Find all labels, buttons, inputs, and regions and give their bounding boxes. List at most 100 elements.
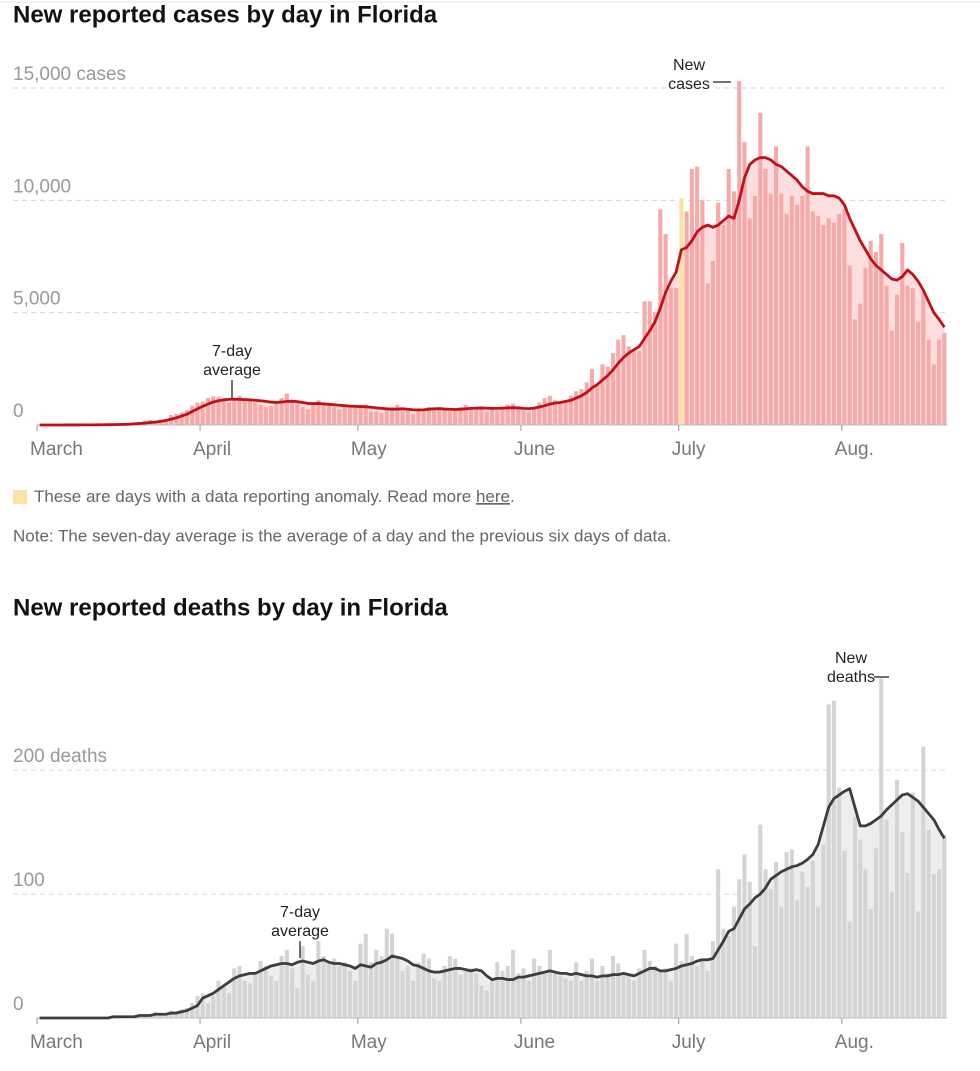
bar — [821, 844, 826, 1018]
bar — [842, 850, 847, 1018]
bar — [600, 364, 605, 425]
bar — [542, 970, 547, 1018]
bar — [526, 411, 531, 425]
bar — [710, 260, 715, 425]
bar — [737, 81, 742, 425]
bar — [574, 962, 579, 1018]
y-tick-label: 200 deaths — [13, 746, 107, 767]
bar — [453, 410, 458, 425]
bar — [489, 409, 495, 425]
bar — [326, 404, 331, 425]
y-tick-label: 5,000 — [13, 289, 61, 310]
bar — [926, 339, 931, 425]
bar — [405, 409, 410, 425]
bar — [621, 974, 626, 1018]
bar — [731, 906, 736, 1018]
bar — [616, 963, 621, 1018]
bar — [537, 965, 542, 1018]
bar — [905, 285, 910, 425]
bar — [242, 400, 247, 425]
bar — [221, 398, 226, 425]
x-tick-label: July — [672, 1032, 706, 1053]
x-tick-label: Aug. — [835, 1032, 874, 1053]
bar — [200, 993, 205, 1018]
bar — [437, 407, 442, 425]
bar — [784, 851, 789, 1018]
bar — [589, 368, 594, 425]
bar — [416, 962, 421, 1018]
bar — [263, 407, 268, 425]
bar — [884, 819, 889, 1018]
bar — [321, 402, 326, 425]
bar — [532, 958, 537, 1018]
bar — [311, 980, 316, 1018]
bar — [747, 881, 752, 1018]
bar — [253, 402, 258, 425]
bar — [205, 1003, 210, 1018]
bar — [384, 928, 389, 1018]
bar — [258, 404, 263, 425]
bar — [195, 402, 200, 425]
annotation: 7-day — [280, 904, 320, 921]
annotation: 7-day — [212, 343, 252, 360]
bar — [374, 411, 379, 425]
bar — [763, 168, 768, 426]
bar — [895, 780, 900, 1018]
bar — [805, 146, 810, 426]
bar — [258, 960, 263, 1018]
x-tick-label: March — [30, 439, 83, 460]
bar — [421, 953, 426, 1018]
anomaly-legend: These are days with a data reporting ano… — [34, 487, 515, 506]
bar — [316, 941, 321, 1018]
bar — [789, 849, 794, 1018]
bar — [284, 393, 289, 425]
bar — [489, 980, 495, 1018]
bar — [211, 396, 216, 425]
bar — [216, 980, 221, 1018]
bar — [768, 889, 773, 1018]
bar — [821, 225, 826, 425]
y-tick-label: 100 — [13, 870, 45, 891]
x-tick-label: May — [351, 439, 387, 460]
y-tick-label: 0 — [13, 994, 24, 1015]
bar — [163, 419, 168, 425]
bar — [584, 382, 589, 425]
bar — [842, 209, 847, 425]
bar — [400, 970, 405, 1018]
bar — [484, 990, 489, 1018]
bar — [479, 408, 484, 425]
bar — [642, 949, 647, 1018]
bar — [600, 965, 605, 1018]
bar — [800, 871, 805, 1018]
bar — [358, 407, 363, 425]
bar — [873, 252, 879, 425]
bar — [579, 980, 584, 1018]
bar — [768, 193, 773, 425]
bar — [621, 335, 626, 425]
bar — [468, 968, 473, 1018]
bar — [316, 400, 321, 425]
bar — [752, 946, 758, 1018]
bar — [305, 974, 310, 1018]
chart-title: New reported cases by day in Florida — [13, 1, 438, 28]
bar — [511, 949, 516, 1018]
bar — [363, 404, 368, 425]
legend-link[interactable]: here — [476, 487, 510, 506]
bar — [868, 908, 873, 1018]
bar — [595, 980, 600, 1018]
bar — [395, 956, 400, 1018]
bar — [242, 980, 247, 1018]
bar — [942, 834, 947, 1018]
bar — [758, 824, 763, 1018]
bar — [695, 965, 700, 1018]
bar — [931, 874, 936, 1018]
y-tick-label: 0 — [13, 401, 24, 422]
bar — [889, 891, 894, 1018]
bar — [368, 962, 374, 1018]
bar — [810, 211, 815, 425]
bar — [190, 405, 195, 425]
bar — [852, 319, 857, 425]
bar — [521, 968, 526, 1018]
bar — [542, 398, 547, 425]
bar — [447, 411, 452, 425]
